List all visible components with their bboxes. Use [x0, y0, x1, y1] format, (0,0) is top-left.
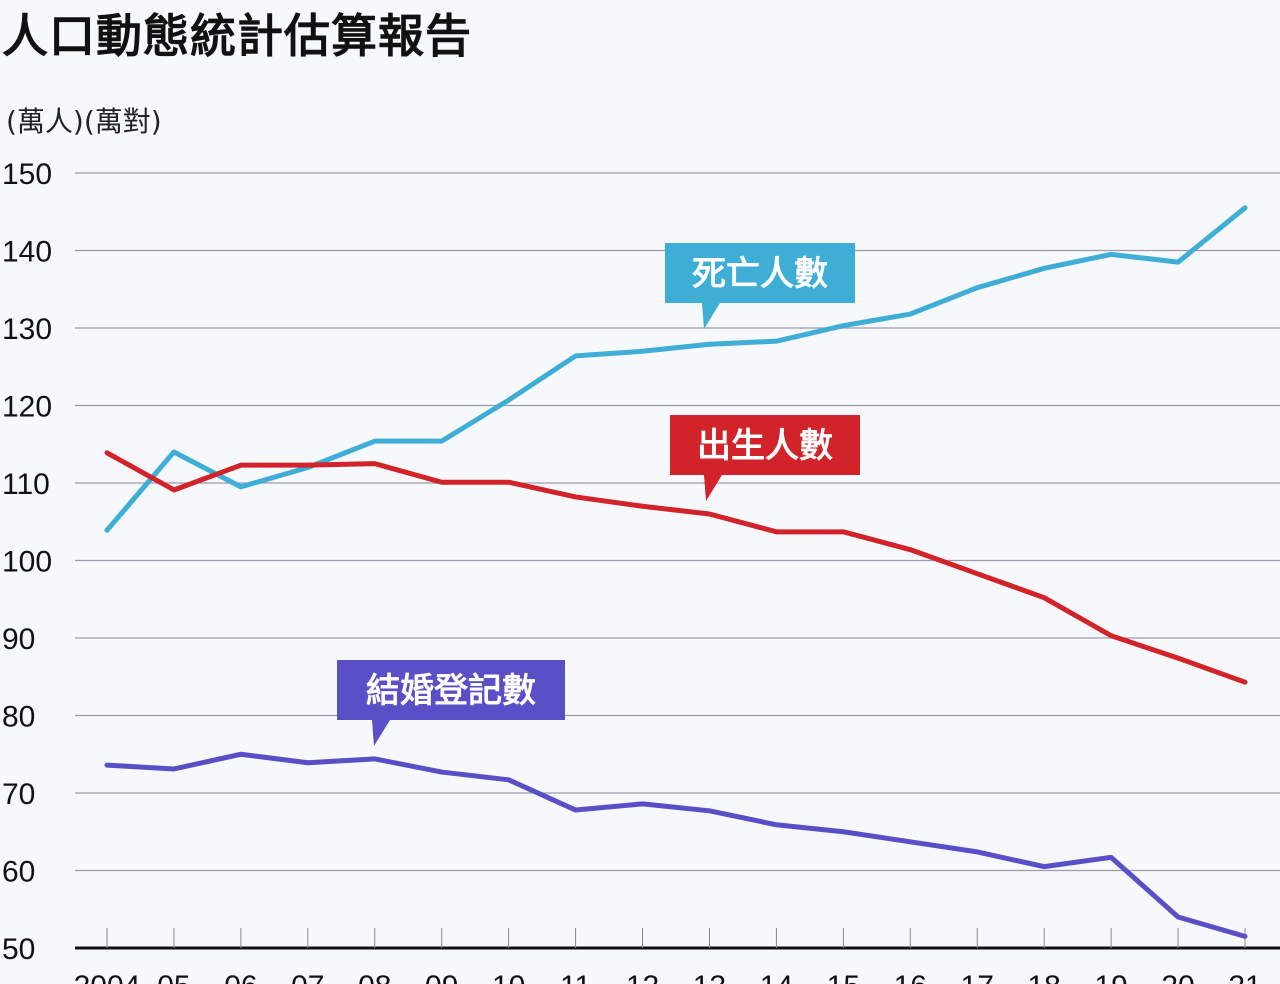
y-tick-label: 60: [2, 856, 35, 889]
legend-callout-pointer: [372, 720, 390, 746]
x-tick-label: 05: [157, 970, 190, 984]
x-tick-label: 08: [358, 970, 391, 984]
legend-callout-box: [665, 243, 855, 303]
x-tick-label: 19: [1094, 970, 1127, 984]
y-tick-label: 50: [2, 933, 35, 966]
x-tick-label: 18: [1027, 970, 1060, 984]
legend-callout-pointer: [704, 475, 722, 501]
series-line: [104, 205, 1248, 533]
y-tick-label: 150: [2, 158, 52, 191]
legend-callout-box: [337, 660, 565, 720]
y-tick-label: 80: [2, 701, 35, 734]
x-tick-label: 11: [560, 970, 591, 984]
x-tick-label: 10: [492, 970, 525, 984]
x-tick-label: 15: [827, 970, 860, 984]
legend-label: 結婚登記數: [366, 671, 536, 711]
x-tick-label: 2004: [74, 970, 141, 984]
x-tick-label: 16: [894, 970, 927, 984]
x-tick-label: 12: [626, 970, 659, 984]
y-tick-label: 120: [2, 391, 52, 424]
y-tick-label: 70: [2, 778, 35, 811]
x-tick-label: 21: [1228, 970, 1261, 984]
legend-label: 出生人數: [697, 426, 833, 466]
legend-callout-box: [670, 415, 860, 475]
x-tick-label: 14: [760, 970, 793, 984]
x-tick-label: 07: [291, 970, 324, 984]
x-tick-label: 09: [425, 970, 458, 984]
y-tick-label: 130: [2, 313, 52, 346]
x-tick-label: 06: [224, 970, 257, 984]
y-tick-label: 140: [2, 236, 52, 269]
legend-callout-pointer: [702, 303, 720, 329]
chart-title: 人口動態統計估算報告: [2, 9, 472, 63]
y-tick-label: 110: [2, 468, 50, 501]
y-tick-label: 90: [2, 623, 35, 656]
x-tick-label: 17: [961, 970, 994, 984]
series-line: [104, 751, 1248, 939]
y-tick-label: 100: [2, 546, 52, 579]
legend-label: 死亡人數: [692, 254, 828, 294]
series-line: [104, 450, 1248, 685]
y-axis-unit-label: (萬人)(萬對): [6, 105, 162, 138]
x-tick-label: 20: [1161, 970, 1194, 984]
x-tick-label: 13: [693, 970, 726, 984]
